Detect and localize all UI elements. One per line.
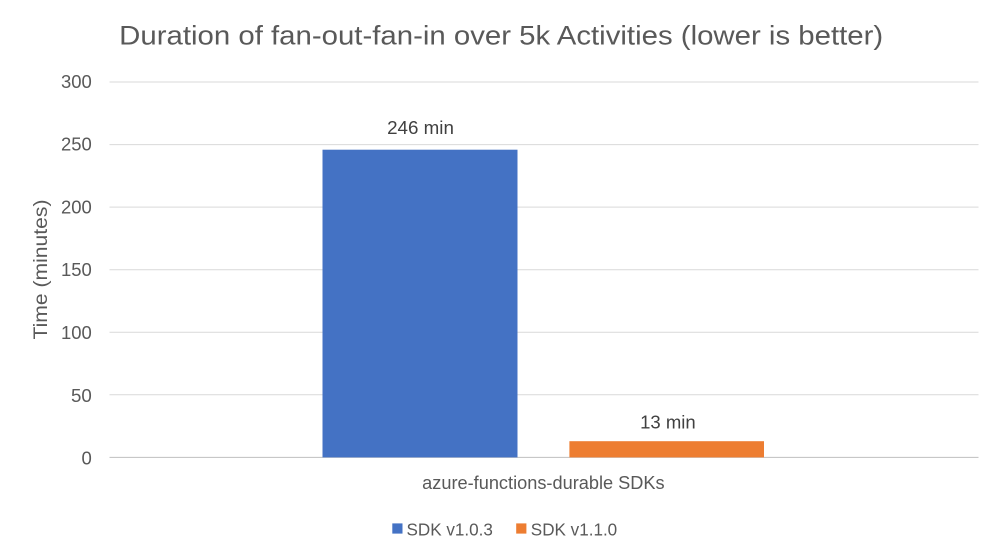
svg-text:azure-functions-durable SDKs: azure-functions-durable SDKs [422,473,665,493]
svg-text:SDK v1.0.3: SDK v1.0.3 [407,520,493,540]
svg-text:246 min: 246 min [387,117,454,138]
svg-text:0: 0 [82,448,92,469]
svg-text:Time (minutes): Time (minutes) [30,200,52,340]
svg-text:50: 50 [71,385,92,406]
svg-text:300: 300 [61,71,92,92]
svg-text:Duration of fan-out-fan-in ove: Duration of fan-out-fan-in over 5k Activ… [119,21,883,51]
svg-text:13 min: 13 min [640,411,696,432]
svg-text:200: 200 [61,196,92,217]
svg-text:100: 100 [61,322,92,343]
svg-text:250: 250 [61,134,92,155]
svg-text:SDK v1.1.0: SDK v1.1.0 [531,520,618,540]
svg-text:150: 150 [61,259,92,280]
